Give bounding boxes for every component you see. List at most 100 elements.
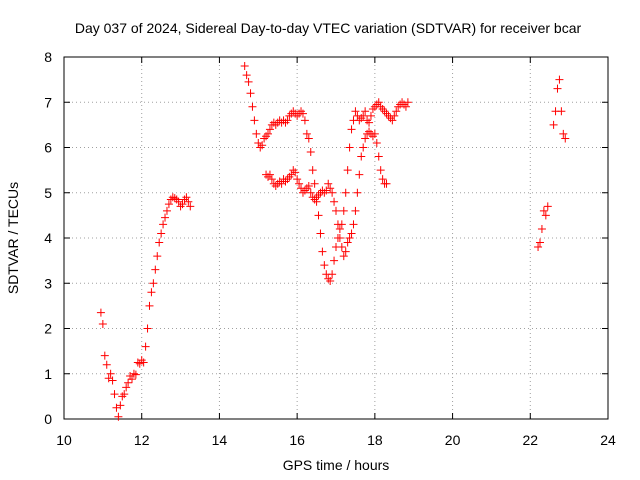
data-point-plus — [281, 118, 290, 127]
data-point-plus — [106, 369, 115, 378]
data-point-plus — [322, 186, 331, 195]
data-point-plus — [248, 102, 257, 111]
data-point-plus — [271, 120, 280, 129]
data-point-plus — [304, 181, 313, 190]
data-point-plus — [264, 172, 272, 181]
data-point-plus — [332, 206, 340, 215]
data-point-plus — [320, 261, 329, 270]
y-tick-labels: 0 1 2 3 4 5 6 7 8 — [44, 49, 52, 427]
data-point-plus — [264, 129, 272, 138]
data-point-plus — [341, 188, 350, 197]
data-point-plus — [357, 152, 366, 161]
data-point-plus — [534, 243, 543, 252]
data-point-plus — [333, 220, 342, 229]
data-point-plus — [374, 98, 383, 107]
data-point-plus — [339, 252, 348, 261]
x-tick-label: 14 — [212, 432, 228, 448]
data-point-plus — [302, 184, 311, 193]
data-point-plus — [135, 359, 144, 368]
data-point-plus — [359, 143, 368, 152]
data-point-plus — [368, 132, 377, 141]
data-point-plus — [265, 170, 274, 179]
data-point-plus — [151, 265, 160, 274]
y-tick-label: 0 — [44, 411, 52, 427]
data-point-plus — [378, 105, 387, 114]
data-point-plus — [361, 134, 370, 143]
data-point-plus — [124, 378, 133, 387]
data-point-plus — [143, 324, 152, 333]
data-point-plus — [178, 200, 187, 209]
data-point-plus — [365, 118, 374, 127]
data-point-plus — [390, 111, 399, 120]
data-point-plus — [129, 369, 138, 378]
data-point-plus — [310, 195, 319, 204]
data-point-plus — [382, 179, 391, 188]
data-point-plus — [386, 114, 395, 123]
data-point-plus — [265, 125, 274, 134]
data-point-plus — [553, 84, 562, 93]
x-tick-label: 12 — [134, 432, 150, 448]
data-point-plus — [285, 111, 294, 120]
data-point-plus — [382, 109, 391, 118]
data-point-plus — [318, 247, 327, 256]
data-point-plus — [300, 116, 309, 125]
data-point-plus — [536, 238, 544, 247]
data-point-plus — [355, 170, 364, 179]
data-point-plus — [355, 116, 364, 125]
data-point-plus — [104, 374, 113, 383]
data-point-plus — [298, 109, 307, 118]
data-point-plus — [314, 191, 323, 200]
data-point-plus — [376, 102, 385, 111]
data-point-plus — [306, 188, 315, 197]
data-point-plus — [335, 234, 344, 242]
data-point-plus — [116, 401, 125, 410]
x-tick-label: 16 — [289, 432, 305, 448]
series-arc-2 — [240, 62, 412, 285]
data-point-plus — [372, 138, 381, 147]
data-point-plus — [149, 279, 158, 288]
data-point-plus — [297, 107, 306, 116]
data-point-plus — [250, 116, 259, 125]
data-point-plus — [172, 195, 181, 204]
data-point-plus — [328, 270, 337, 279]
data-point-plus — [392, 107, 401, 116]
data-point-plus — [281, 177, 290, 186]
y-tick-label: 2 — [44, 321, 52, 337]
data-point-plus — [295, 179, 304, 188]
data-point-plus — [349, 220, 358, 229]
data-point-plus — [357, 114, 366, 123]
data-point-plus — [353, 188, 362, 197]
y-tick-label: 5 — [44, 185, 52, 201]
data-point-plus — [258, 141, 267, 150]
data-point-plus — [359, 111, 368, 120]
x-tick-label: 18 — [367, 432, 383, 448]
data-point-plus — [246, 89, 255, 98]
data-point-plus — [376, 166, 385, 175]
data-point-plus — [114, 412, 123, 421]
data-point-plus — [314, 211, 323, 220]
data-point-plus — [345, 143, 354, 152]
data-point-plus — [122, 383, 131, 392]
y-tick-label: 1 — [44, 366, 52, 382]
data-point-plus — [159, 220, 168, 229]
series-arc-1 — [96, 193, 195, 421]
data-point-plus — [102, 360, 111, 369]
x-tick-labels: 10 12 14 16 18 20 22 24 — [56, 432, 616, 448]
data-point-plus — [145, 301, 154, 310]
data-point-plus — [326, 276, 335, 285]
data-point-plus — [378, 175, 387, 184]
data-point-plus — [96, 308, 105, 317]
data-point-plus — [300, 186, 309, 195]
data-point-plus — [380, 107, 389, 116]
data-point-plus — [347, 125, 356, 134]
data-point-plus — [118, 392, 127, 401]
x-tick-label: 10 — [56, 432, 72, 448]
y-axis-label: SDTVAR / TECUs — [5, 182, 21, 294]
data-point-plus — [368, 105, 377, 114]
data-point-plus — [555, 75, 564, 84]
data-point-plus — [335, 224, 344, 233]
data-point-plus — [293, 111, 302, 120]
data-point-plus — [345, 234, 354, 242]
data-point-plus — [372, 100, 381, 109]
data-point-plus — [324, 179, 333, 188]
